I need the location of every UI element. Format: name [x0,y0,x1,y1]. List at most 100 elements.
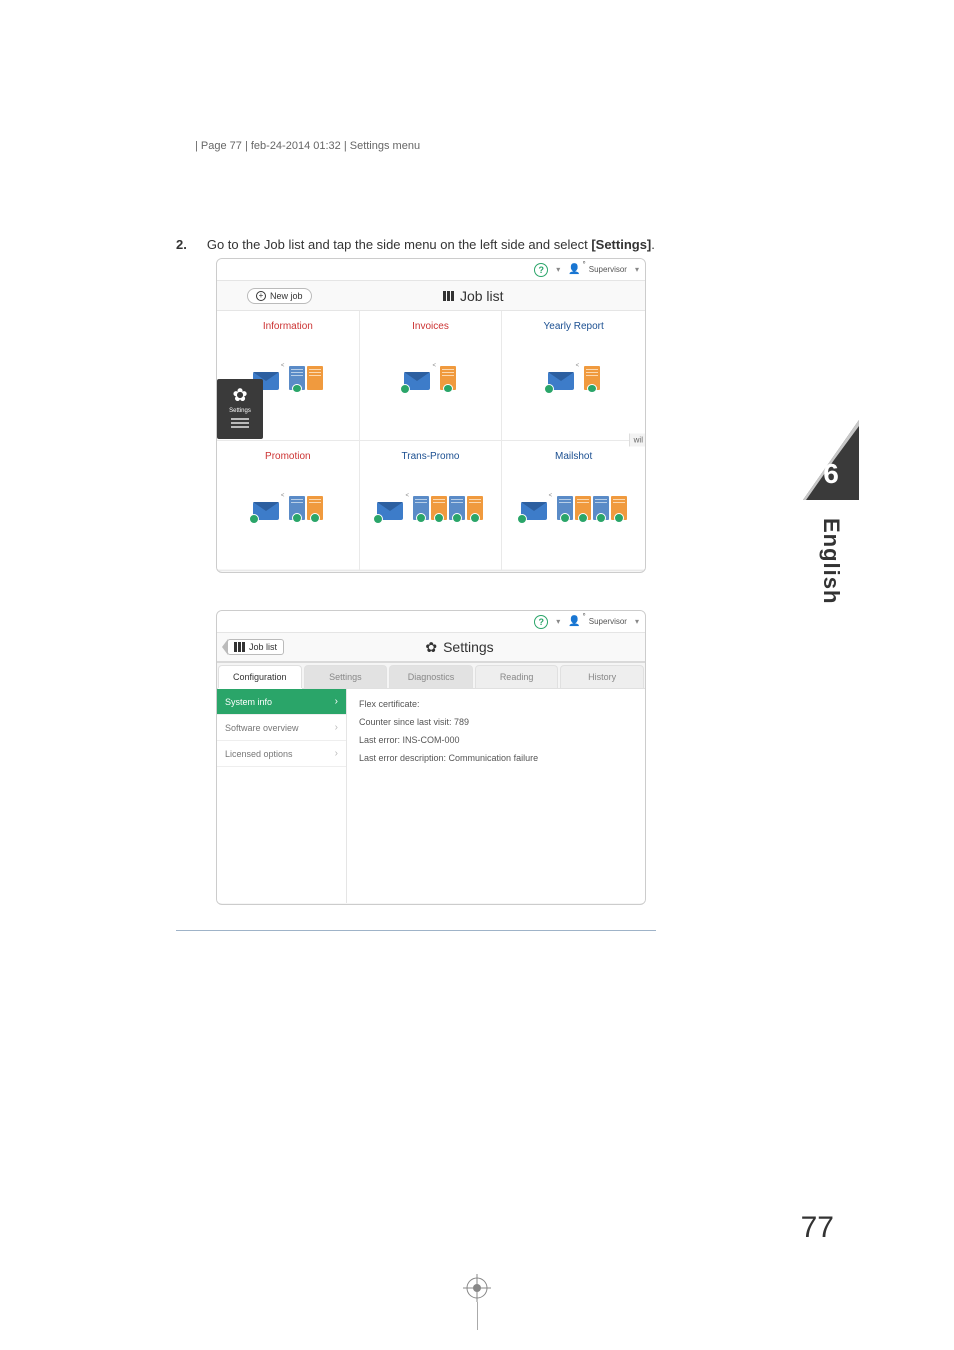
fold-icon: < [432,363,438,369]
list-icon [231,418,249,432]
sidebar-item-label: Software overview [225,723,299,733]
gear-icon: ✿ [232,386,247,404]
chevron-down-icon[interactable]: ▾ [556,617,560,626]
tab-reading[interactable]: Reading [475,665,559,688]
side-menu-settings[interactable]: ✿ Settings [217,379,263,439]
fold-icon: < [549,493,555,499]
settings-tabs: Configuration Settings Diagnostics Readi… [217,663,645,689]
instruction-prefix: Go to the Job list and tap the side menu… [207,237,591,252]
chapter-tab-shape: 6 [803,420,859,500]
sheet-icon [440,366,456,390]
chevron-right-icon: › [335,696,338,707]
step-number: 2. [176,237,187,252]
chevron-right-icon: › [335,748,338,759]
tab-settings[interactable]: Settings [304,665,388,688]
wil-tag: wil [629,434,645,447]
chevron-right-icon: › [335,722,338,733]
job-thumb: < [253,342,323,390]
language-label: English [818,518,844,604]
job-invoices[interactable]: Invoices < [360,311,503,441]
sidebar-item-software-overview[interactable]: Software overview › [217,715,346,741]
envelope-icon [253,502,279,520]
tab-diagnostics[interactable]: Diagnostics [389,665,473,688]
tab-configuration[interactable]: Configuration [218,665,302,688]
sidebar-item-system-info[interactable]: System info › [217,689,346,715]
chapter-number: 6 [803,458,859,490]
job-yearly-report[interactable]: Yearly Report < [502,311,645,441]
job-label: Information [263,321,313,332]
envelope-icon [404,372,430,390]
help-icon[interactable]: ? [534,615,548,629]
user-role-label: Supervisor [589,265,627,274]
sidebar-item-label: System info [225,697,272,707]
sheet-icon [593,496,609,520]
instruction-text: Go to the Job list and tap the side menu… [207,237,655,252]
job-grid: Information < Invoices < Yearly Report [217,311,645,571]
app-topbar: ? ▾ 👤 Supervisor ▾ [217,259,645,281]
sheet-icon [584,366,600,390]
job-mailshot[interactable]: Mailshot < [502,441,645,571]
settings-content: Flex certificate: Counter since last vis… [347,689,645,903]
envelope-icon [521,502,547,520]
job-label: Trans-Promo [402,451,460,462]
new-job-label: New job [270,291,303,301]
breadcrumb-label: Job list [249,642,277,652]
sidebar-item-licensed-options[interactable]: Licensed options › [217,741,346,767]
flyout-label: Settings [229,408,251,414]
job-promotion[interactable]: Promotion < [217,441,360,571]
plus-icon: + [256,291,266,301]
job-label: Mailshot [555,451,592,462]
screenshot-job-list: ? ▾ 👤 Supervisor ▾ + New job Job list In… [216,258,646,573]
sheet-icon [413,496,429,520]
sheet-icon [449,496,465,520]
sheet-icon [557,496,573,520]
registration-mark [463,1274,491,1330]
flex-certificate: Flex certificate: [359,699,633,709]
screenshot-settings: ? ▾ 👤 Supervisor ▾ Job list ✿ Settings C… [216,610,646,905]
sheet-icon [431,496,447,520]
sheet-icon [575,496,591,520]
chapter-tab: 6 English [803,420,859,604]
sheet-icon [467,496,483,520]
instruction: 2. Go to the Job list and tap the side m… [176,237,655,252]
sheet-icon [307,496,323,520]
tab-history[interactable]: History [560,665,644,688]
settings-titlebar: Job list ✿ Settings [217,633,645,663]
settings-side-list: System info › Software overview › Licens… [217,689,347,903]
sheet-icon [611,496,627,520]
job-thumb: < [253,472,323,520]
new-job-button[interactable]: + New job [247,288,312,304]
job-trans-promo[interactable]: Trans-Promo < [360,441,503,571]
job-label: Yearly Report [544,321,604,332]
help-icon[interactable]: ? [534,263,548,277]
grid-icon [234,642,245,652]
job-list-title-text: Job list [460,288,504,304]
settings-title-text: Settings [443,639,494,655]
job-list-titlebar: + New job Job list [217,281,645,311]
grid-icon [443,291,454,301]
fold-icon: < [405,493,411,499]
chevron-down-icon[interactable]: ▾ [635,617,639,626]
sheet-icon [289,496,305,520]
sheet-icon [289,366,305,390]
instruction-suffix: . [651,237,655,252]
page-header: | Page 77 | feb-24-2014 01:32 | Settings… [195,140,420,152]
job-label: Invoices [412,321,449,332]
job-thumb: < [404,342,456,390]
fold-icon: < [281,363,287,369]
instruction-action: [Settings] [591,237,651,252]
user-icon[interactable]: 👤 [568,616,580,627]
chevron-down-icon[interactable]: ▾ [556,265,560,274]
chevron-down-icon[interactable]: ▾ [635,265,639,274]
page-number: 77 [801,1211,834,1245]
job-thumb: < [548,342,600,390]
job-thumb: < [521,472,627,520]
last-error-description: Last error description: Communication fa… [359,753,633,763]
envelope-icon [548,372,574,390]
user-icon[interactable]: 👤 [568,264,580,275]
page-title: Job list [312,288,635,304]
breadcrumb-job-list[interactable]: Job list [227,639,284,655]
job-label: Promotion [265,451,311,462]
page-title: ✿ Settings [284,639,635,656]
envelope-icon [377,502,403,520]
